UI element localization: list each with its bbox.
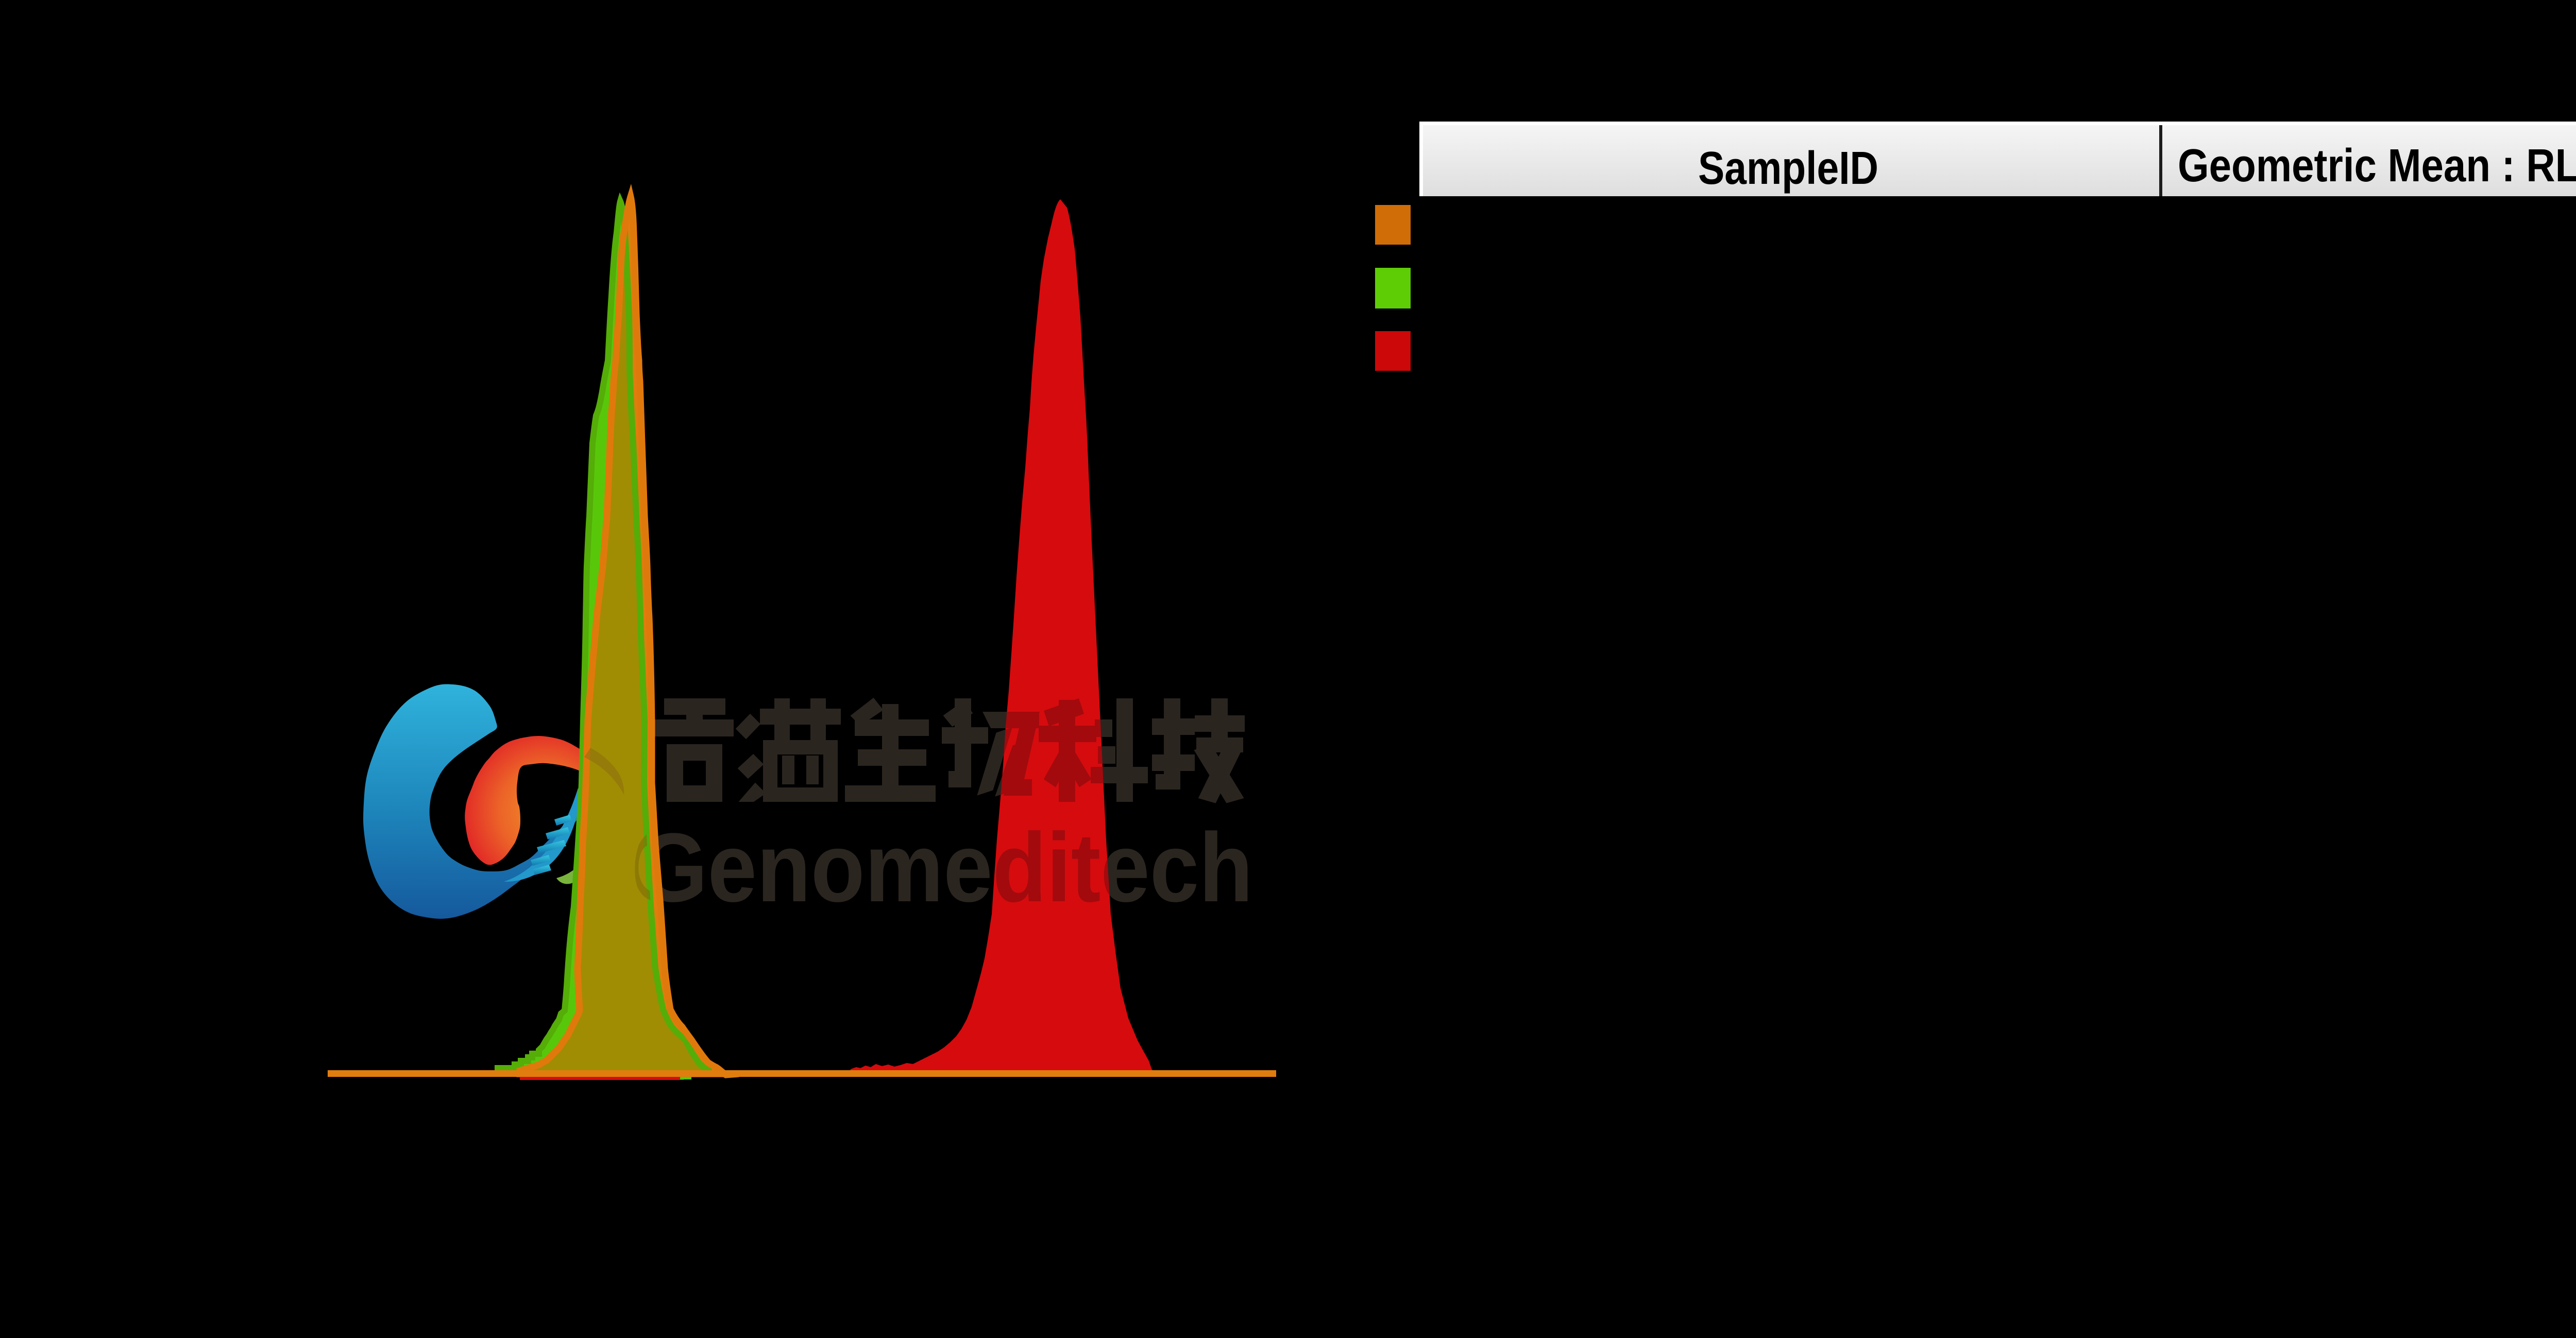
svg-text:Geometric Mean : RL1-H: Geometric Mean : RL1-H: [2178, 140, 2576, 192]
svg-text:Genomeditech: Genomeditech: [639, 813, 1253, 922]
svg-text:SampleID: SampleID: [1698, 143, 1878, 194]
